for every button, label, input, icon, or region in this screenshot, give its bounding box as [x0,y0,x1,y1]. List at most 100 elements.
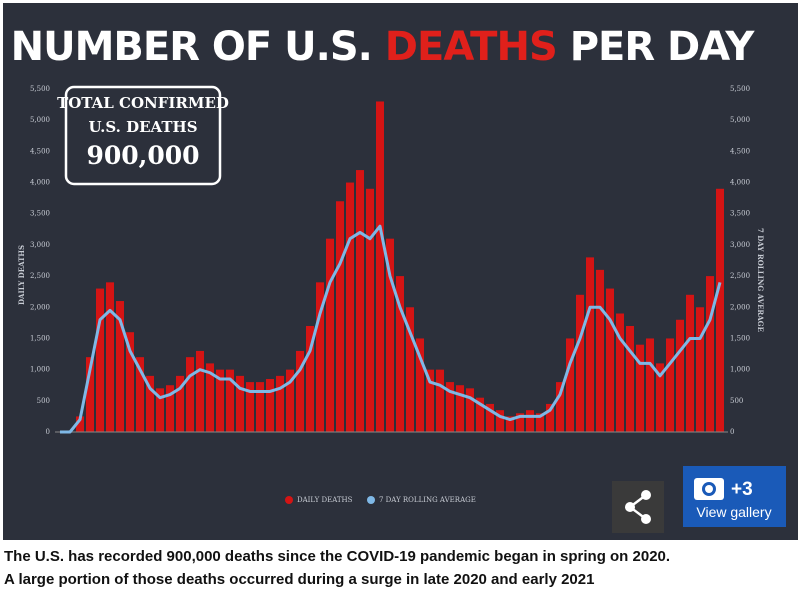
y-tick-label: 500 [37,397,50,405]
y2-tick-label: 1,500 [730,334,750,342]
bar [666,338,674,432]
y2-tick-label: 4,000 [730,179,750,187]
bar [586,257,594,432]
y-tick-label: 5,000 [30,116,50,124]
share-bg[interactable] [612,481,664,533]
line [60,224,722,434]
y2-tick-label: 2,500 [730,272,750,280]
y2-axis-label: 7 DAY ROLLING AVERAGE [756,228,765,332]
bar [576,294,584,432]
y2-tick-label: 5,000 [730,116,750,124]
bar [356,170,364,432]
bar [476,397,484,432]
y-tick-label: 3,000 [30,241,50,249]
bar [506,416,514,432]
share-button[interactable] [612,481,664,533]
share-icon [627,494,647,520]
y-tick-label: 1,500 [30,334,50,342]
bar [426,369,434,432]
bar [236,375,244,432]
y2-tick-label: 3,000 [730,241,750,249]
plot: 0 500 1,000 1,500 2,000 2,500 3,000 3,500 4,000 4… [30,85,750,436]
bar [546,403,554,432]
bar [706,276,714,432]
bar [386,238,394,432]
bar [156,388,164,432]
legend-label: DAILY DEATHS [297,496,353,504]
bar [696,307,704,432]
bar [196,350,204,432]
bar [286,369,294,432]
bar [516,413,524,432]
info-total: 900,000 [86,141,199,170]
bar [226,369,234,432]
bar [396,276,404,432]
bar [686,294,694,432]
bar [496,410,504,432]
y2-tick-label: 500 [730,397,743,405]
bar [256,382,264,432]
bar [436,369,444,432]
gallery-button[interactable]: +3 View gallery [683,466,786,527]
bar [486,403,494,432]
chart-title: NUMBER OF U.S. DEATHS PER DAY [11,24,756,70]
y-tick-label: 2,500 [30,272,50,280]
bar [326,238,334,432]
bar [406,307,414,432]
bar [216,369,224,432]
y2-tick-label: 0 [730,428,734,436]
bar [136,357,144,432]
bar [676,319,684,432]
bar [566,338,574,432]
bar [416,338,424,432]
y-axis-label: DAILY DEATHS [17,245,26,305]
bar [456,385,464,432]
bar [96,288,104,432]
bar [616,313,624,432]
bar [296,350,304,432]
y-tick-label: 2,000 [30,303,50,311]
bar [266,378,274,432]
info-line: U.S. DEATHS [88,118,197,136]
title-part: DEATHS [385,24,557,70]
bar [186,357,194,432]
bar [146,375,154,432]
bar [76,416,84,432]
bar [606,288,614,432]
bar [106,282,114,432]
caption-line: The U.S. has recorded 900,000 deaths sin… [4,548,670,565]
camera-icon [705,485,713,493]
bar [306,325,314,432]
legend-swatch [285,496,293,504]
bar [646,338,654,432]
y2-tick-label: 2,000 [730,303,750,311]
bar [86,357,94,432]
caption-line: A large portion of those deaths occurred… [4,571,594,588]
y-tick-label: 4,500 [30,147,50,155]
y2-tick-label: 1,000 [730,366,750,374]
bar [126,332,134,432]
bar [716,188,724,432]
y2-tick-label: 4,500 [730,147,750,155]
info-line: TOTAL CONFIRMED [57,94,229,112]
bar [116,301,124,432]
y-tick-label: 4,000 [30,179,50,187]
bar [446,382,454,432]
bar [246,382,254,432]
bar [466,388,474,432]
bar [316,282,324,432]
legend-label: 7 DAY ROLLING AVERAGE [379,496,476,504]
bar [206,363,214,432]
bar [366,188,374,432]
gallery-label: View gallery [696,504,771,520]
chart-background [3,3,798,540]
bar [536,413,544,432]
bar [336,201,344,432]
bar [346,182,354,432]
bar [556,382,564,432]
bar [526,410,534,432]
legend-swatch [367,496,375,504]
bar [656,363,664,432]
bar [276,375,284,432]
bar [176,375,184,432]
